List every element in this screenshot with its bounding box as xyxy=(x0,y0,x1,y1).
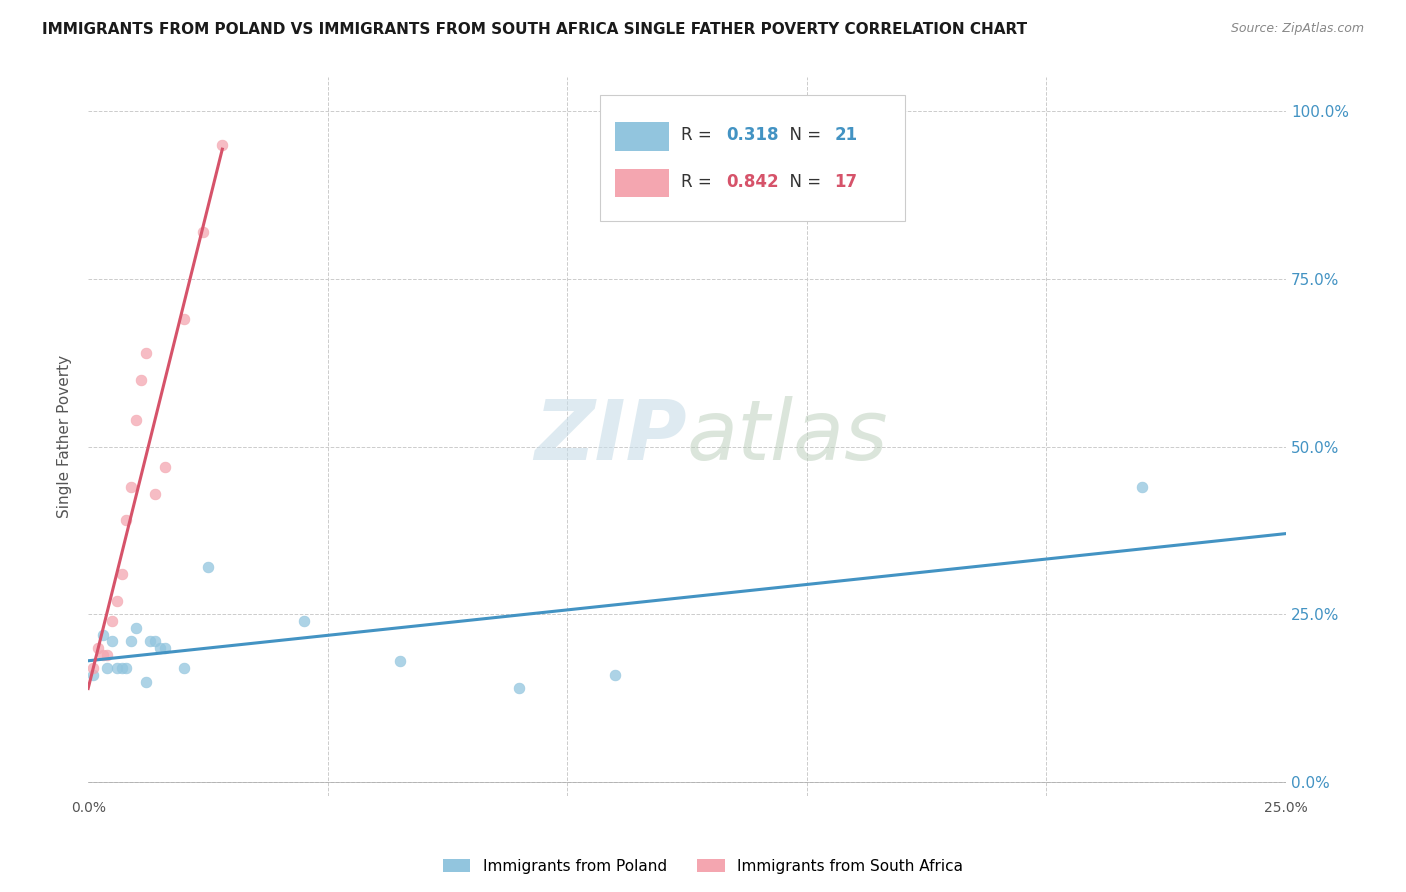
Point xyxy=(135,674,157,689)
Point xyxy=(173,312,195,326)
Text: R =: R = xyxy=(681,126,717,144)
Point xyxy=(129,372,152,386)
FancyBboxPatch shape xyxy=(599,95,905,221)
Text: ZIP: ZIP xyxy=(534,396,688,477)
Legend: Immigrants from Poland, Immigrants from South Africa: Immigrants from Poland, Immigrants from … xyxy=(437,853,969,880)
Bar xyxy=(616,169,669,197)
Text: atlas: atlas xyxy=(688,396,889,477)
Text: 0.318: 0.318 xyxy=(727,126,779,144)
Text: 17: 17 xyxy=(834,172,858,191)
Point xyxy=(153,640,176,655)
Point xyxy=(101,614,124,628)
Point xyxy=(101,634,124,648)
Point xyxy=(1130,480,1153,494)
Point xyxy=(143,634,166,648)
Point xyxy=(82,668,104,682)
Point xyxy=(111,661,134,675)
Point xyxy=(115,661,138,675)
Bar xyxy=(616,122,669,151)
Point xyxy=(105,661,128,675)
Point xyxy=(105,594,128,608)
Point xyxy=(96,661,118,675)
Point xyxy=(120,634,142,648)
Text: N =: N = xyxy=(779,126,827,144)
Point xyxy=(292,614,315,628)
Text: 21: 21 xyxy=(834,126,858,144)
Point xyxy=(96,648,118,662)
Point xyxy=(143,486,166,500)
Point xyxy=(388,655,411,669)
Text: IMMIGRANTS FROM POLAND VS IMMIGRANTS FROM SOUTH AFRICA SINGLE FATHER POVERTY COR: IMMIGRANTS FROM POLAND VS IMMIGRANTS FRO… xyxy=(42,22,1028,37)
Point xyxy=(508,681,530,696)
Point xyxy=(135,345,157,359)
Y-axis label: Single Father Poverty: Single Father Poverty xyxy=(58,355,72,518)
Point xyxy=(125,621,148,635)
Point xyxy=(191,225,214,239)
Text: Source: ZipAtlas.com: Source: ZipAtlas.com xyxy=(1230,22,1364,36)
Point xyxy=(139,634,162,648)
Point xyxy=(91,627,114,641)
Point xyxy=(120,480,142,494)
Point xyxy=(125,413,148,427)
Point xyxy=(111,567,134,582)
Text: R =: R = xyxy=(681,172,717,191)
Point xyxy=(211,137,233,152)
Point xyxy=(82,661,104,675)
Point xyxy=(115,513,138,527)
Point xyxy=(149,640,172,655)
Text: N =: N = xyxy=(779,172,827,191)
Point xyxy=(197,560,219,574)
Point xyxy=(173,661,195,675)
Point xyxy=(91,648,114,662)
Point xyxy=(605,668,627,682)
Text: 0.842: 0.842 xyxy=(727,172,779,191)
Point xyxy=(87,640,110,655)
Point xyxy=(153,459,176,474)
